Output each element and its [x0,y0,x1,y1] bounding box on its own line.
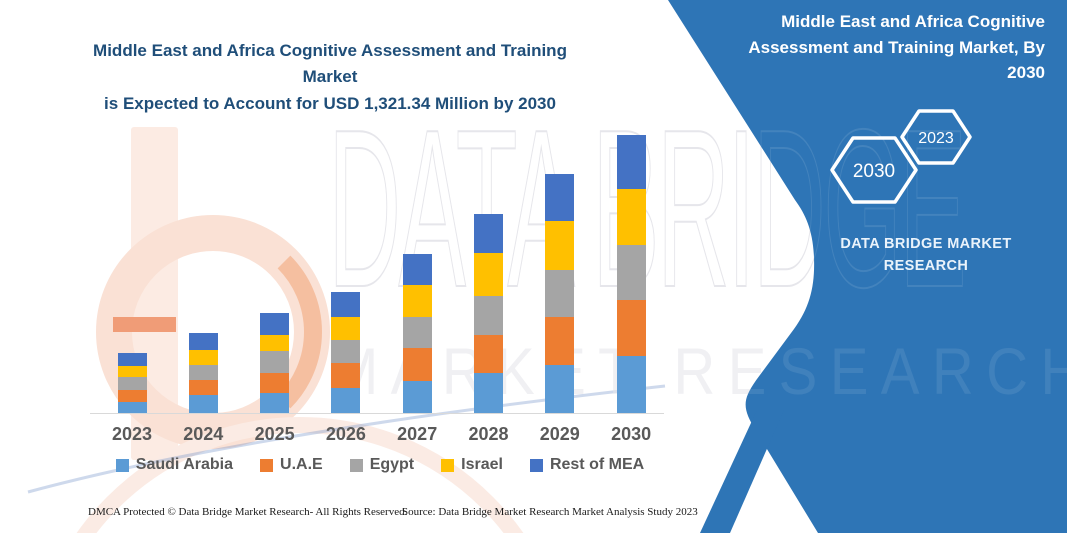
bar-segment-2023-rest-of-mea [117,353,147,367]
bar-segment-2027-rest-of-mea [402,253,432,286]
bar-segment-2024-rest-of-mea [188,333,218,350]
blue-ribbon [700,410,784,533]
legend-item-saudi-arabia: Saudi Arabia [115,456,234,474]
bar-segment-2023-u-a-e [117,390,147,403]
bar-segment-2030-egypt [616,244,646,301]
legend-label: Israel [461,456,503,473]
bar-segment-2028-israel [474,253,503,297]
bar-segment-2024-egypt [188,364,218,380]
chart-legend: Saudi Arabia U.A.E Egypt Israel Rest of MEA [90,456,670,474]
legend-swatch [349,458,363,472]
brand-line1: DATA BRIDGE MARKET [840,236,1012,252]
legend-label: U.A.E [280,456,323,473]
bar-segment-2025-egypt [260,351,290,373]
bar-segment-2030-israel [616,188,646,245]
legend-item-israel: Israel [441,456,503,474]
bar-segment-2030-rest-of-mea [616,135,646,189]
legend-label: Saudi Arabia [135,456,234,473]
logo-red-stripe [113,317,176,332]
legend-swatch [260,458,274,472]
bar-segment-2028-rest-of-mea [474,214,503,254]
bar-segment-2030-u-a-e [616,300,646,357]
bar-segment-2026-israel [331,317,361,340]
bar-segment-2026-saudi-arabia [331,387,361,413]
x-axis-label-2024: 2024 [183,424,224,444]
bar-segment-2029-u-a-e [545,317,575,365]
x-axis-label-2025: 2025 [254,424,295,444]
legend-item-rest-of-mea: Rest of MEA [529,456,645,474]
source-text: Source: Data Bridge Market Research Mark… [402,506,698,518]
bar-segment-2029-israel [545,221,575,270]
hexagon-2023-label: 2023 [918,130,954,147]
x-axis-label-2027: 2027 [397,424,438,444]
legend-item-egypt: Egypt [349,456,415,474]
legend-swatch [115,458,129,472]
bar-segment-2028-saudi-arabia [474,373,503,413]
chart-title: Middle East and Africa Cognitive Assessm… [89,38,571,117]
bar-segment-2027-u-a-e [402,348,432,382]
bar-segment-2025-u-a-e [260,373,290,393]
footer: DMCA Protected © Data Bridge Market Rese… [0,506,1067,526]
x-axis-label-2028: 2028 [468,424,509,444]
x-axis-label-2029: 2029 [539,424,580,444]
bar-segment-2023-egypt [117,377,147,391]
brand-name: DATA BRIDGE MARKET RESEARCH [828,234,1024,278]
bar-segment-2027-israel [402,285,432,317]
dmca-text: DMCA Protected © Data Bridge Market Rese… [88,506,408,518]
bar-segment-2026-u-a-e [331,362,361,388]
bar-segment-2026-rest-of-mea [331,292,361,318]
hexagon-2023 [900,109,972,165]
hexagon-2030-label: 2030 [853,161,895,182]
bar-segment-2029-egypt [545,269,575,318]
x-axis-label-2030: 2030 [611,424,652,444]
legend-swatch [529,458,543,472]
chart-title-line1: Middle East and Africa Cognitive Assessm… [93,41,567,87]
bar-segment-2027-saudi-arabia [402,381,432,413]
legend-item-u-a-e: U.A.E [260,456,323,474]
x-axis-label-2026: 2026 [325,424,366,444]
bar-segment-2025-saudi-arabia [260,393,290,413]
logo-ring-swoosh [76,417,524,533]
chart-title-line2: is Expected to Account for USD 1,321.34 … [104,93,556,113]
hexagon-2030 [830,136,918,204]
legend-label: Rest of MEA [549,456,645,473]
bar-segment-2023-saudi-arabia [117,402,147,413]
bar-segment-2030-saudi-arabia [616,356,646,413]
bar-segment-2025-israel [260,334,290,352]
bar-segment-2028-u-a-e [474,334,503,373]
bar-segment-2023-israel [117,366,147,377]
logo-b-bowl-accent [277,255,322,409]
brand-line2: RESEARCH [883,257,969,274]
bar-segment-2024-saudi-arabia [188,394,218,413]
x-axis-line [90,413,664,414]
bar-segment-2024-israel [188,349,218,365]
bar-segment-2029-rest-of-mea [545,173,575,222]
side-panel-title: Middle East and Africa Cognitive Assessm… [748,12,1045,82]
stacked-bar-chart: 2023 2024 2025 2026 2027 2028 2029 2030 [90,135,664,444]
bar-segment-2028-egypt [474,296,503,335]
legend-label: Egypt [369,456,415,473]
bar-segment-2027-egypt [402,316,432,349]
legend-swatch [441,458,455,472]
x-axis-label-2023: 2023 [111,424,153,444]
bar-segment-2026-egypt [331,339,361,363]
bar-segment-2029-saudi-arabia [545,364,575,413]
bar-segment-2025-rest-of-mea [260,313,290,335]
bar-segment-2024-u-a-e [188,379,218,395]
